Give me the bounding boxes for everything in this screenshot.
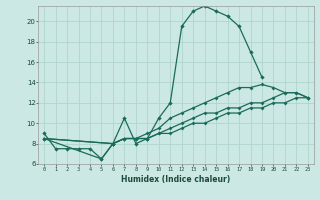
X-axis label: Humidex (Indice chaleur): Humidex (Indice chaleur) (121, 175, 231, 184)
